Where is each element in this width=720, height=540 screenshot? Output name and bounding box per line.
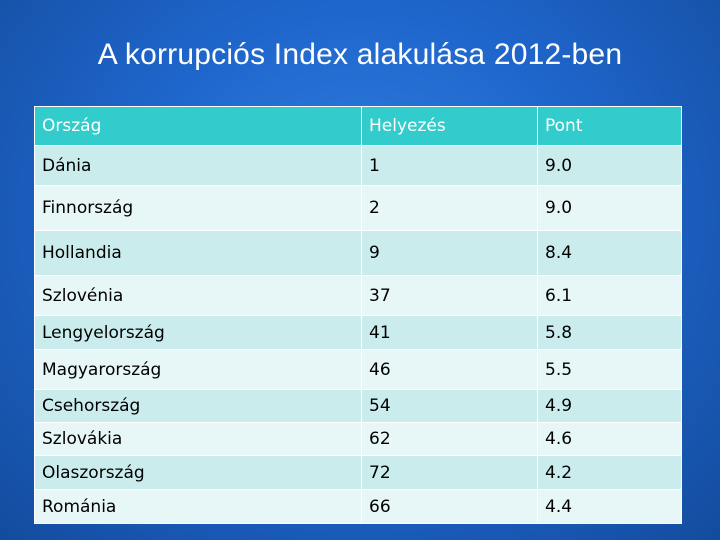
table-row: Szlovénia 37 6.1: [34, 275, 682, 316]
cell-rank: 37: [361, 275, 538, 316]
cell-country: Szlovénia: [34, 275, 362, 316]
cell-country: Magyarország: [34, 349, 362, 390]
table-row: Finnország 2 9.0: [34, 185, 682, 231]
table-row: Lengyelország 41 5.8: [34, 315, 682, 350]
cell-rank: 54: [361, 389, 538, 423]
table-row: Dánia 1 9.0: [34, 145, 682, 186]
cell-rank: 1: [361, 145, 538, 186]
cell-country: Csehország: [34, 389, 362, 423]
column-header-rank: Helyezés: [361, 106, 538, 146]
cell-score: 4.9: [537, 389, 682, 423]
cell-rank: 9: [361, 230, 538, 276]
cell-score: 4.2: [537, 455, 682, 490]
column-header-country: Ország: [34, 106, 362, 146]
cell-score: 6.1: [537, 275, 682, 316]
header-row: Ország Helyezés Pont: [34, 106, 682, 146]
cell-rank: 62: [361, 422, 538, 456]
cell-country: Dánia: [34, 145, 362, 186]
column-header-score: Pont: [537, 106, 682, 146]
table-row: Csehország 54 4.9: [34, 389, 682, 423]
table-row: Hollandia 9 8.4: [34, 230, 682, 276]
cell-rank: 2: [361, 185, 538, 231]
cell-country: Lengyelország: [34, 315, 362, 350]
table-row: Magyarország 46 5.5: [34, 349, 682, 390]
cell-score: 5.5: [537, 349, 682, 390]
cell-rank: 41: [361, 315, 538, 350]
cell-rank: 72: [361, 455, 538, 490]
cell-country: Szlovákia: [34, 422, 362, 456]
table-row: Olaszország 72 4.2: [34, 455, 682, 490]
slide-title: A korrupciós Index alakulása 2012-ben: [97, 38, 623, 71]
cell-score: 4.6: [537, 422, 682, 456]
cell-score: 4.4: [537, 489, 682, 524]
cell-country: Hollandia: [34, 230, 362, 276]
table-row: Szlovákia 62 4.6: [34, 422, 682, 456]
cell-country: Finnország: [34, 185, 362, 231]
cell-score: 9.0: [537, 145, 682, 186]
table-row: Románia 66 4.4: [34, 489, 682, 524]
cell-score: 8.4: [537, 230, 682, 276]
cell-score: 5.8: [537, 315, 682, 350]
table-body: Dánia 1 9.0 Finnország 2 9.0 Hollandia 9…: [34, 145, 682, 524]
cell-score: 9.0: [537, 185, 682, 231]
cell-country: Románia: [34, 489, 362, 524]
cell-rank: 66: [361, 489, 538, 524]
cell-country: Olaszország: [34, 455, 362, 490]
table-header: Ország Helyezés Pont: [34, 106, 682, 146]
corruption-index-table: Ország Helyezés Pont Dánia 1 9.0 Finnors…: [34, 106, 682, 524]
cell-rank: 46: [361, 349, 538, 390]
